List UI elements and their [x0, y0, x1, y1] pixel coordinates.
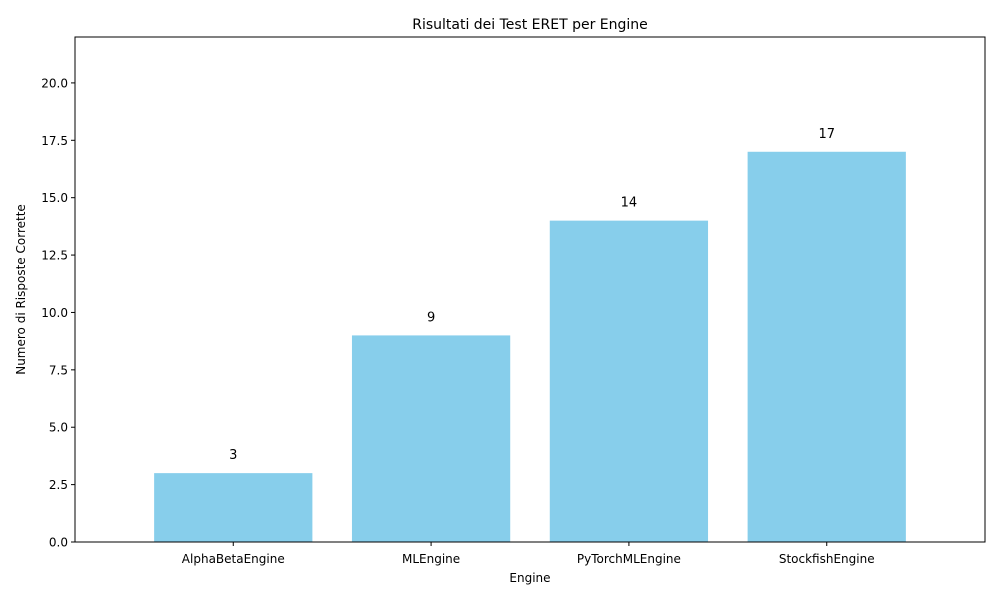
y-tick-label: 17.5 [41, 134, 68, 148]
y-tick-label: 15.0 [41, 191, 68, 205]
y-axis-label: Numero di Risposte Corrette [14, 204, 28, 375]
y-tick-label: 10.0 [41, 306, 68, 320]
y-tick-label: 20.0 [41, 76, 68, 90]
y-tick-label: 2.5 [49, 478, 68, 492]
y-axis-ticks: 0.0 2.5 5.0 7.5 10.0 12.5 15.0 17.5 20.0 [41, 76, 75, 550]
x-tick-label: AlphaBetaEngine [182, 552, 285, 566]
x-axis-label: Engine [509, 571, 550, 585]
bar-StockfishEngine [747, 151, 906, 543]
bar-PyTorchMLEngine [549, 220, 709, 543]
data-label-PyTorchMLEngine: 14 [621, 196, 638, 211]
bar-MLEngine [351, 335, 511, 542]
bar-AlphaBetaEngine [154, 473, 313, 542]
plot-area-frame [74, 36, 986, 543]
y-tick-label: 12.5 [41, 249, 68, 263]
x-tick-label: PyTorchMLEngine [577, 552, 681, 566]
x-tick-label: MLEngine [402, 552, 460, 566]
y-tick-label: 5.0 [49, 421, 68, 435]
y-tick-label: 7.5 [49, 363, 68, 377]
bars-group [154, 151, 906, 543]
data-label-MLEngine: 9 [427, 310, 435, 325]
x-axis-ticks: AlphaBetaEngine MLEngine PyTorchMLEngine St… [182, 542, 875, 566]
data-label-StockfishEngine: 17 [818, 127, 835, 142]
data-labels: 3 9 14 17 [229, 127, 835, 463]
y-tick-label: 0.0 [49, 536, 68, 550]
chart-title: Risultati dei Test ERET per Engine [412, 17, 648, 33]
data-label-AlphaBetaEngine: 3 [229, 448, 237, 463]
x-tick-label: StockfishEngine [779, 552, 875, 566]
